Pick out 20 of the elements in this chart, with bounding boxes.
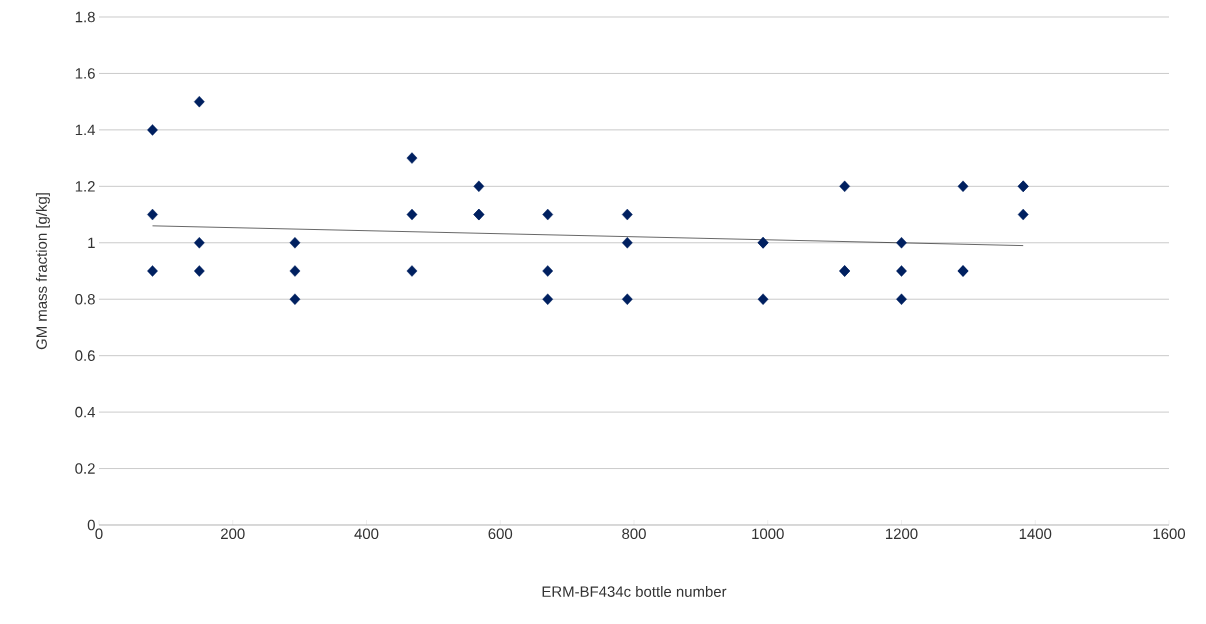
x-tick-label: 400 [354,528,379,540]
y-tick-label: 0 [87,519,95,531]
x-tick-label: 800 [622,528,646,540]
x-tick-label: 600 [488,528,513,540]
y-tick-label: 1 [88,237,95,248]
x-axis-title: ERM-BF434c bottle number [542,585,727,597]
x-tick-label: 1200 [886,528,918,540]
x-tick-label: 1600 [1153,528,1186,540]
y-tick-label: 1.4 [75,124,96,136]
y-tick-label: 1.6 [75,68,95,79]
y-axis-title: GM mass fraction [g/kg] [35,193,50,350]
x-tick-label: 200 [221,528,245,540]
y-tick-label: 1.2 [75,181,95,192]
y-tick-label: 0.4 [75,406,96,418]
y-tick-label: 0.8 [75,293,95,305]
x-tick-label: 1000 [752,528,784,540]
y-tick-label: 0.2 [75,463,95,474]
x-tick-label: 1400 [1019,528,1052,540]
y-tick-label: 1.8 [75,11,95,23]
y-tick-label: 0.6 [75,350,95,361]
